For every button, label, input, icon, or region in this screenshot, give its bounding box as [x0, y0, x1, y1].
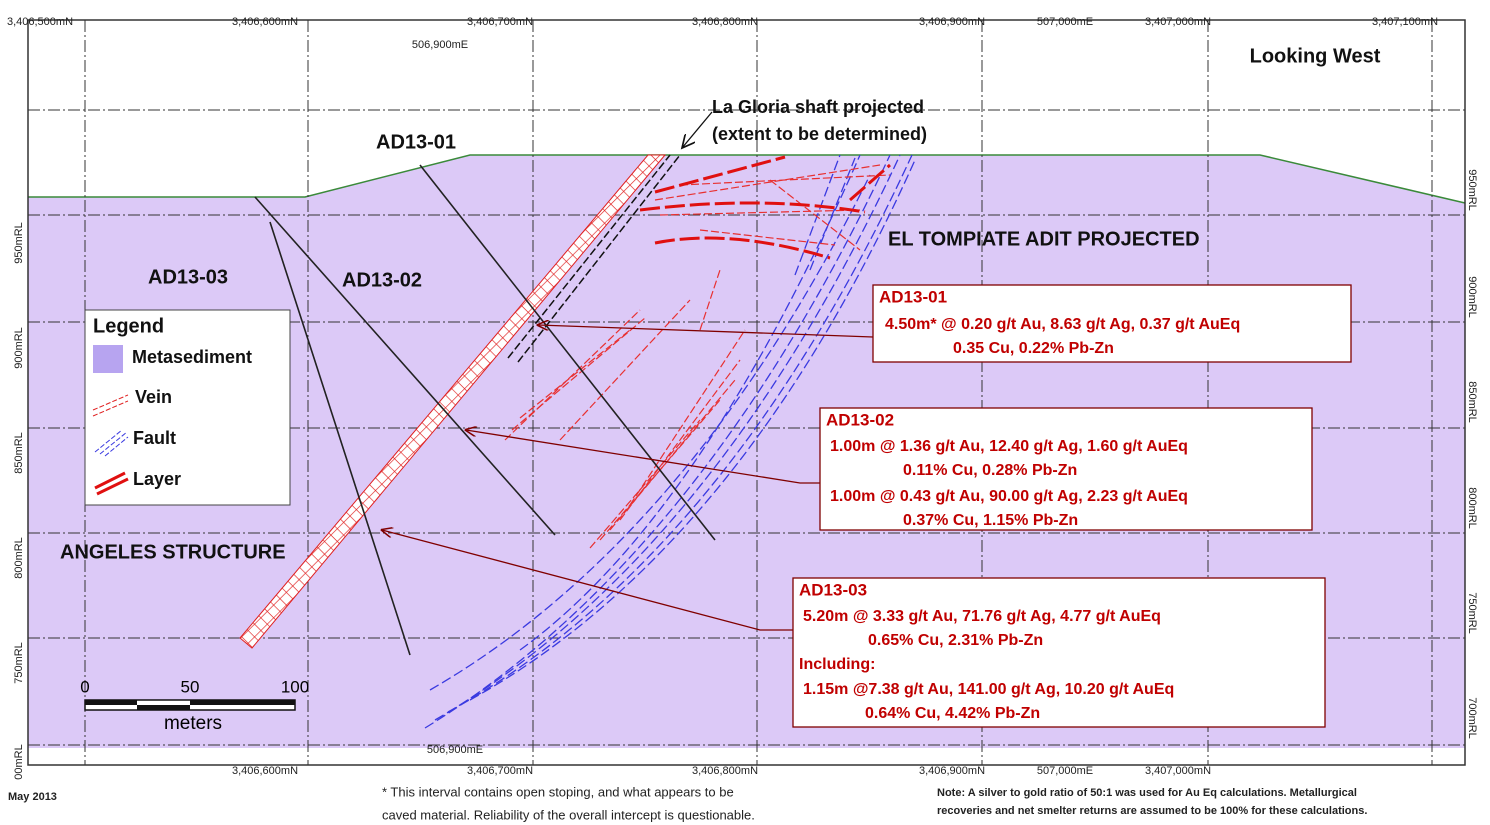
angeles-structure: [239, 154, 667, 649]
scale-unit: meters: [164, 713, 222, 734]
right-elevation: 850mRL: [1466, 381, 1478, 423]
left-elevation: 850mRL: [13, 432, 25, 474]
callout-box: [792, 577, 1326, 728]
callout-line: 1.15m @7.38 g/t Au, 141.00 g/t Ag, 10.20…: [803, 681, 1174, 698]
left-elevation: 800mRL: [13, 537, 25, 579]
top-coordinate: 3,406,900mN: [919, 16, 985, 28]
hole-label: AD13-01: [376, 131, 456, 153]
legend-item: Metasediment: [132, 347, 252, 367]
left-elevation: 900mRL: [13, 327, 25, 369]
right-elevation: 700mRL: [1466, 697, 1478, 739]
right-elevation: 900mRL: [1466, 276, 1478, 318]
bottom-coordinate: 3,407,000mN: [1145, 765, 1211, 777]
top-coordinate: 3,406,800mN: [692, 16, 758, 28]
callout-box: [819, 407, 1313, 531]
top-coordinate: 3,406,600mN: [232, 16, 298, 28]
callout-line: 0.11% Cu, 0.28% Pb-Zn: [903, 462, 1077, 479]
callouts: AD13-01 4.50m* @ 0.20 g/t Au, 8.63 g/t Ag…: [792, 284, 1352, 728]
callout-line: 1.00m @ 0.43 g/t Au, 90.00 g/t Ag, 2.23 …: [830, 488, 1188, 505]
callout-box: [872, 284, 1352, 363]
callout-line: 5.20m @ 3.33 g/t Au, 71.76 g/t Ag, 4.77 …: [803, 608, 1161, 625]
shaft-pointer: [682, 111, 713, 148]
scale-tick: 100: [281, 677, 309, 696]
top-coordinate: 3,406,500mN: [7, 16, 73, 28]
top-coordinate: 507,000mE: [1037, 16, 1093, 28]
legend: Legend Metasediment Vein Fault Layer: [84, 309, 291, 506]
callout-line: 0.64% Cu, 4.42% Pb-Zn: [865, 705, 1040, 722]
top-coordinate: 3,407,100mN: [1372, 16, 1438, 28]
callout-title: AD13-01: [879, 287, 947, 306]
bottom-coordinate: 3,406,900mN: [919, 765, 985, 777]
bottom-easting: 506,900mE: [427, 744, 483, 756]
scale-tick: 0: [80, 677, 89, 696]
date: May 2013: [8, 791, 57, 803]
callout-title: AD13-02: [826, 410, 894, 429]
right-elevation: 950mRL: [1466, 169, 1478, 211]
legend-item: Vein: [135, 387, 172, 407]
callout-line: 1.00m @ 1.36 g/t Au, 12.40 g/t Ag, 1.60 …: [830, 438, 1188, 455]
layers: [639, 155, 891, 260]
view-label: Looking West: [1250, 45, 1381, 67]
callout-line: 0.35 Cu, 0.22% Pb-Zn: [953, 340, 1114, 357]
drill-holes: [254, 164, 716, 656]
left-elevation: 00mRL: [13, 744, 25, 779]
callout-line: 4.50m* @ 0.20 g/t Au, 8.63 g/t Ag, 0.37 …: [885, 316, 1240, 333]
scale-tick: 50: [181, 677, 200, 696]
footnote: caved material. Reliability of the overa…: [382, 807, 755, 822]
callout-line: 0.37% Cu, 1.15% Pb-Zn: [903, 512, 1078, 529]
scale-bar: 0 50 100 meters: [80, 677, 309, 734]
top-coordinate: 3,406,700mN: [467, 16, 533, 28]
legend-item: Fault: [133, 428, 176, 448]
right-elevation: 800mRL: [1466, 487, 1478, 529]
shaft: [507, 154, 681, 363]
left-elevation: 750mRL: [13, 642, 25, 684]
adit-label: EL TOMPIATE ADIT PROJECTED: [888, 228, 1200, 250]
hole-label: AD13-03: [148, 266, 228, 288]
callout-line: 0.65% Cu, 2.31% Pb-Zn: [868, 632, 1043, 649]
left-elevation: 950mRL: [13, 222, 25, 264]
veins: [504, 164, 891, 549]
frame: [27, 19, 1466, 766]
leaders: [382, 325, 874, 631]
legend-item: Layer: [133, 469, 181, 489]
shaft-label: (extent to be determined): [712, 124, 927, 144]
topography: [28, 154, 1466, 204]
hole-label: AD13-02: [342, 269, 422, 291]
bottom-coordinate: 3,406,700mN: [467, 765, 533, 777]
note: Note: A silver to gold ratio of 50:1 was…: [937, 787, 1357, 799]
bottom-coordinate: 3,406,600mN: [232, 765, 298, 777]
right-elevation: 750mRL: [1466, 592, 1478, 634]
bottom-coordinate: 3,406,800mN: [692, 765, 758, 777]
bottom-coordinate: 507,000mE: [1037, 765, 1093, 777]
top-coordinate: 3,407,000mN: [1145, 16, 1211, 28]
note: recoveries and net smelter returns are a…: [937, 805, 1367, 817]
structure-label: ANGELES STRUCTURE: [60, 541, 286, 563]
callout-line: Including:: [799, 656, 875, 673]
callout-title: AD13-03: [799, 580, 867, 599]
legend-title: Legend: [93, 315, 164, 337]
top-easting: 506,900mE: [412, 39, 468, 51]
shaft-label: La Gloria shaft projected: [712, 97, 924, 117]
footnote: * This interval contains open stoping, a…: [382, 784, 734, 799]
